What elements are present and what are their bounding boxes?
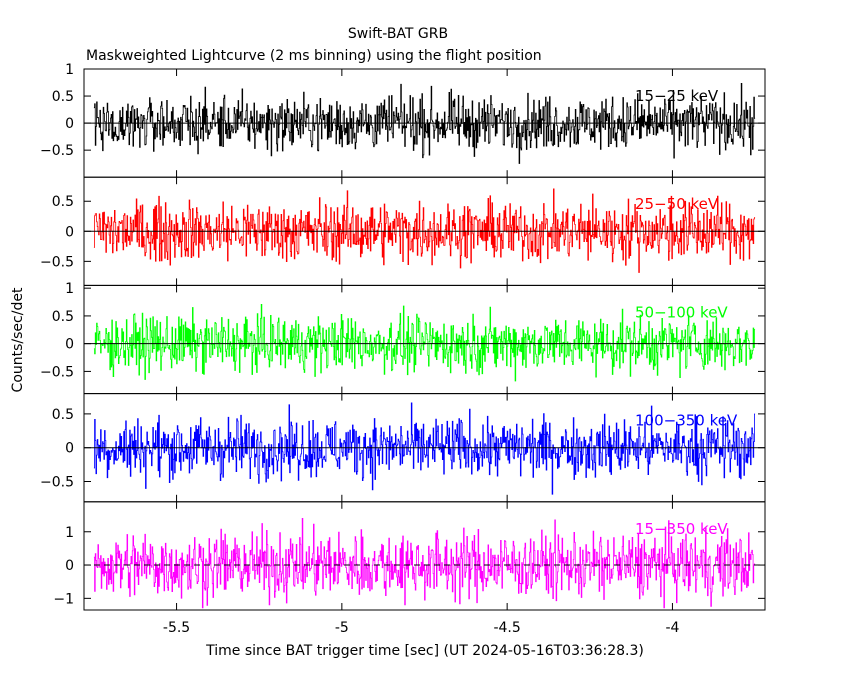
series-line [93,188,756,273]
y-tick-label: 0 [65,441,74,457]
y-axis-label: Counts/sec/det [10,287,26,392]
y-tick-label: −0.5 [40,475,74,491]
panel-1: 15−25 keV −0.5 0 0.5 1 [40,62,766,178]
series-line [93,518,756,609]
y-tick-label: −1 [53,591,74,607]
y-tick-label: 0.5 [52,309,74,325]
y-tick-label: −0.5 [40,364,74,380]
chart-subtitle: Maskweighted Lightcurve (2 ms binning) u… [86,48,542,64]
panel-5: 15−350 keV −1 0 1 [53,501,766,611]
y-tick-label: 0.5 [52,89,74,105]
band-label: 15−350 keV [635,520,728,538]
band-label: 100−350 keV [635,412,738,430]
band-label: 50−100 keV [635,303,728,321]
chart-title: Swift-BAT GRB [348,26,448,42]
x-tick-label: -4.5 [493,620,520,636]
x-tick-label: -5 [335,620,349,636]
panel-frame [83,501,766,611]
y-tick-label: 0.5 [52,407,74,423]
band-label: 15−25 keV [635,87,719,105]
x-axis-label: Time since BAT trigger time [sec] (UT 20… [205,643,644,659]
y-tick-label: 0.5 [52,194,74,210]
panel-4: 100−350 keV −0.5 0 0.5 [40,393,766,503]
y-tick-label: 0 [65,337,74,353]
band-label: 25−50 keV [635,195,719,213]
y-tick-label: −0.5 [40,254,74,270]
series-line [93,304,756,382]
x-tick-label: -4 [665,620,679,636]
y-tick-label: 0 [65,224,74,240]
panel-2: 25−50 keV −0.5 0 0.5 [40,176,766,286]
panel-3: 50−100 keV −0.5 0 0.5 1 [40,281,766,395]
y-tick-label: 1 [65,525,74,541]
y-tick-label: 0 [65,558,74,574]
x-tick-label: -5.5 [163,620,190,636]
y-tick-label: −0.5 [40,143,74,159]
y-tick-label: 1 [65,62,74,78]
y-tick-label: 1 [65,281,74,297]
y-tick-label: 0 [65,116,74,132]
